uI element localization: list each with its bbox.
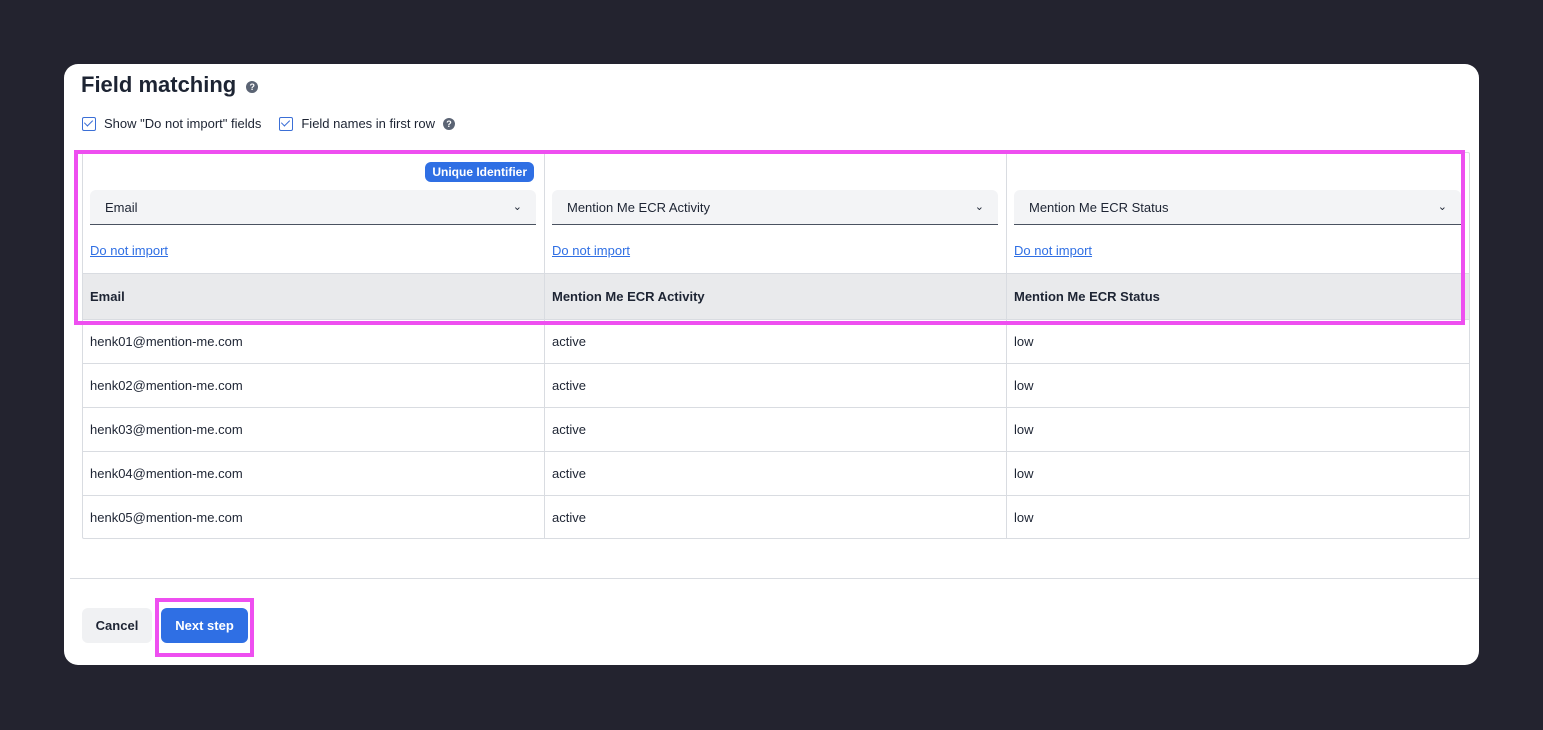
mapping-column-status: Mention Me ECR Status ⌄ Do not import Me…: [1007, 153, 1469, 538]
mapping-column-activity: Mention Me ECR Activity ⌄ Do not import …: [545, 153, 1007, 538]
column-header: Mention Me ECR Status: [1007, 273, 1469, 320]
table-cell: low: [1007, 363, 1469, 408]
field-matching-dialog: Field matching ? Show "Do not import" fi…: [64, 64, 1479, 665]
unique-identifier-badge: Unique Identifier: [425, 162, 534, 182]
table-cell: henk04@mention-me.com: [83, 451, 544, 496]
table-cell: active: [545, 363, 1006, 408]
table-cell: henk02@mention-me.com: [83, 363, 544, 408]
field-select-value: Mention Me ECR Status: [1029, 199, 1169, 215]
table-cell: henk01@mention-me.com: [83, 319, 544, 364]
column-header: Email: [83, 273, 544, 320]
field-select-value: Email: [105, 199, 138, 215]
field-select-status[interactable]: Mention Me ECR Status ⌄: [1014, 190, 1461, 225]
help-icon[interactable]: ?: [443, 117, 456, 130]
mapping-column-email: Unique Identifier Email ⌄ Do not import …: [83, 153, 545, 538]
table-cell: low: [1014, 509, 1034, 525]
table-cell: low: [1007, 451, 1469, 496]
table-cell: henk05@mention-me.com: [90, 509, 243, 525]
title-row: Field matching ?: [81, 72, 259, 98]
table-cell: active: [545, 451, 1006, 496]
field-names-first-row-label: Field names in first row: [301, 116, 436, 131]
table-cell: low: [1007, 319, 1469, 364]
do-not-import-link[interactable]: Do not import: [90, 243, 169, 258]
table-cell: active: [552, 509, 586, 525]
do-not-import-link[interactable]: Do not import: [1014, 243, 1093, 258]
cancel-button[interactable]: Cancel: [82, 608, 152, 643]
footer-divider: [70, 578, 1479, 579]
column-header: Mention Me ECR Activity: [545, 273, 1006, 320]
table-cell: active: [545, 407, 1006, 452]
do-not-import-link[interactable]: Do not import: [552, 243, 631, 258]
options-row: Show "Do not import" fields Field names …: [82, 116, 473, 131]
field-names-first-row-option[interactable]: Field names in first row ?: [279, 116, 456, 131]
table-cell: henk03@mention-me.com: [83, 407, 544, 452]
show-do-not-import-label: Show "Do not import" fields: [104, 116, 262, 131]
next-step-button[interactable]: Next step: [161, 608, 248, 643]
show-do-not-import-option[interactable]: Show "Do not import" fields: [82, 116, 261, 131]
help-icon[interactable]: ?: [246, 81, 259, 93]
chevron-down-icon: ⌄: [974, 201, 984, 213]
field-names-first-row-checkbox[interactable]: [279, 116, 294, 131]
chevron-down-icon: ⌄: [512, 201, 522, 213]
table-cell: low: [1007, 407, 1469, 452]
show-do-not-import-checkbox[interactable]: [82, 116, 96, 131]
field-select-activity[interactable]: Mention Me ECR Activity ⌄: [552, 190, 998, 225]
field-select-value: Mention Me ECR Activity: [567, 199, 711, 215]
table-cell: active: [545, 319, 1006, 364]
page-title: Field matching: [81, 72, 237, 97]
field-mapping-table: Unique Identifier Email ⌄ Do not import …: [82, 152, 1470, 539]
chevron-down-icon: ⌄: [1437, 201, 1447, 213]
field-select-email[interactable]: Email ⌄: [90, 190, 536, 225]
